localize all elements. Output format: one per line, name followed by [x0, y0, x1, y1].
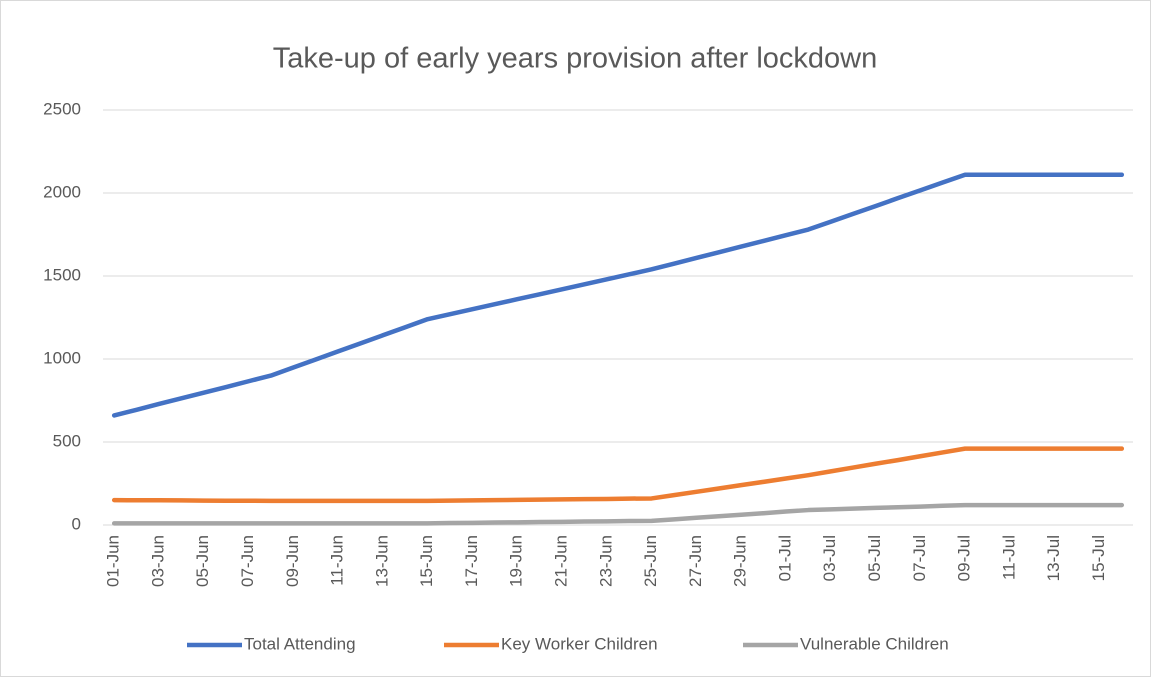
- x-tick-label: 29-Jun: [731, 535, 750, 587]
- x-tick-label: 17-Jun: [462, 535, 481, 587]
- x-tick-label: 07-Jun: [238, 535, 257, 587]
- x-tick-label: 01-Jun: [104, 535, 123, 587]
- y-tick-label: 0: [72, 514, 81, 533]
- x-tick-label: 13-Jun: [372, 535, 391, 587]
- x-tick-label: 15-Jul: [1089, 535, 1108, 581]
- chart-title: Take-up of early years provision after l…: [273, 43, 877, 75]
- legend-label: Total Attending: [244, 634, 356, 653]
- x-tick-label: 03-Jul: [820, 535, 839, 581]
- x-tick-label: 05-Jun: [193, 535, 212, 587]
- x-tick-label: 05-Jul: [865, 535, 884, 581]
- data-line: [111, 502, 1125, 526]
- y-tick-label: 1500: [43, 265, 81, 284]
- legend-label: Vulnerable Children: [800, 634, 949, 653]
- x-tick-label: 27-Jun: [686, 535, 705, 587]
- y-tick-label: 2500: [43, 99, 81, 118]
- x-tick-label: 11-Jun: [328, 535, 347, 586]
- x-tick-label: 13-Jul: [1044, 535, 1063, 581]
- y-tick-label: 500: [53, 431, 81, 450]
- x-tick-label: 19-Jun: [507, 535, 526, 587]
- x-tick-label: 09-Jul: [955, 535, 974, 581]
- data-line: [111, 446, 1125, 504]
- data-line: [111, 172, 1125, 418]
- x-tick-label: 03-Jun: [148, 535, 167, 587]
- x-tick-label: 07-Jul: [910, 535, 929, 581]
- legend-label: Key Worker Children: [501, 634, 658, 653]
- x-tick-label: 23-Jun: [596, 535, 615, 587]
- x-tick-label: 25-Jun: [641, 535, 660, 587]
- x-tick-label: 11-Jul: [999, 535, 1018, 580]
- y-tick-label: 2000: [43, 182, 81, 201]
- x-tick-label: 15-Jun: [417, 535, 436, 587]
- x-tick-label: 01-Jul: [775, 535, 794, 581]
- x-tick-label: 21-Jun: [552, 535, 571, 587]
- y-tick-label: 1000: [43, 348, 81, 367]
- x-tick-label: 09-Jun: [283, 535, 302, 587]
